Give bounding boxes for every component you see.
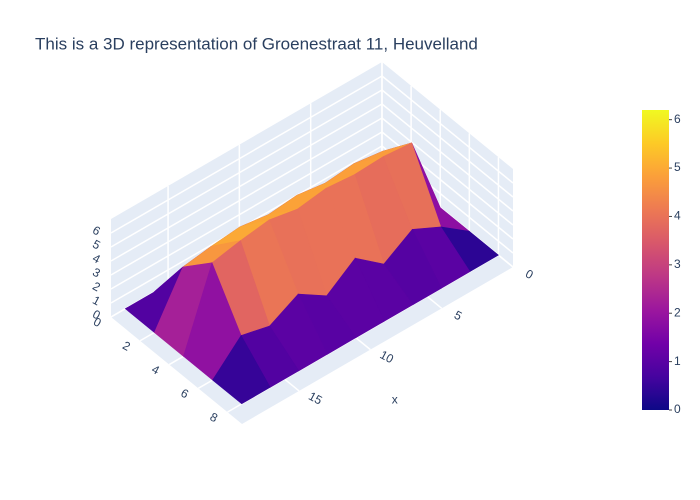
y-tick-label: 8 — [208, 410, 221, 426]
x-tick-label: 0 — [523, 267, 536, 283]
x-tick-label: 15 — [306, 389, 325, 408]
grid-line — [110, 75, 383, 234]
z-tick-label: 2 — [90, 279, 103, 295]
grid-line — [110, 89, 383, 248]
colorbar-tick-label: 4 — [674, 209, 681, 223]
y-tick-label: 6 — [178, 386, 191, 402]
x-axis-label: x — [392, 392, 398, 406]
colorbar-tick-label: 2 — [674, 305, 681, 319]
z-tick-label: 5 — [90, 237, 103, 253]
grid-line — [381, 103, 514, 212]
surface-cell — [212, 334, 271, 405]
colorbar-tick-label: 6 — [674, 112, 681, 126]
y-tick-label: 2 — [120, 338, 133, 354]
colorbar — [642, 110, 669, 410]
z-tick-label: 1 — [90, 293, 103, 309]
grid-line — [110, 117, 383, 276]
x-tick-label: 5 — [452, 308, 465, 324]
grid-line — [381, 117, 514, 226]
colorbar-tick-label: 1 — [674, 354, 681, 368]
back-wall-x — [382, 62, 513, 267]
z-tick-label: 6 — [90, 223, 103, 239]
x-tick-label: 10 — [378, 348, 397, 367]
grid-line — [110, 131, 383, 290]
grid-line — [381, 89, 514, 198]
back-wall-y — [111, 62, 382, 317]
y-tick-label: 4 — [149, 362, 162, 378]
grid-line — [381, 75, 514, 184]
chart-title: This is a 3D representation of Groenestr… — [35, 34, 478, 53]
z-tick-label: 3 — [90, 265, 103, 281]
colorbar-tick-label: 5 — [674, 160, 681, 174]
colorbar-tick-label: 0 — [674, 402, 681, 416]
grid-line — [110, 103, 383, 262]
z-tick-label: 4 — [90, 251, 103, 267]
colorbar-tick-label: 3 — [674, 257, 681, 271]
